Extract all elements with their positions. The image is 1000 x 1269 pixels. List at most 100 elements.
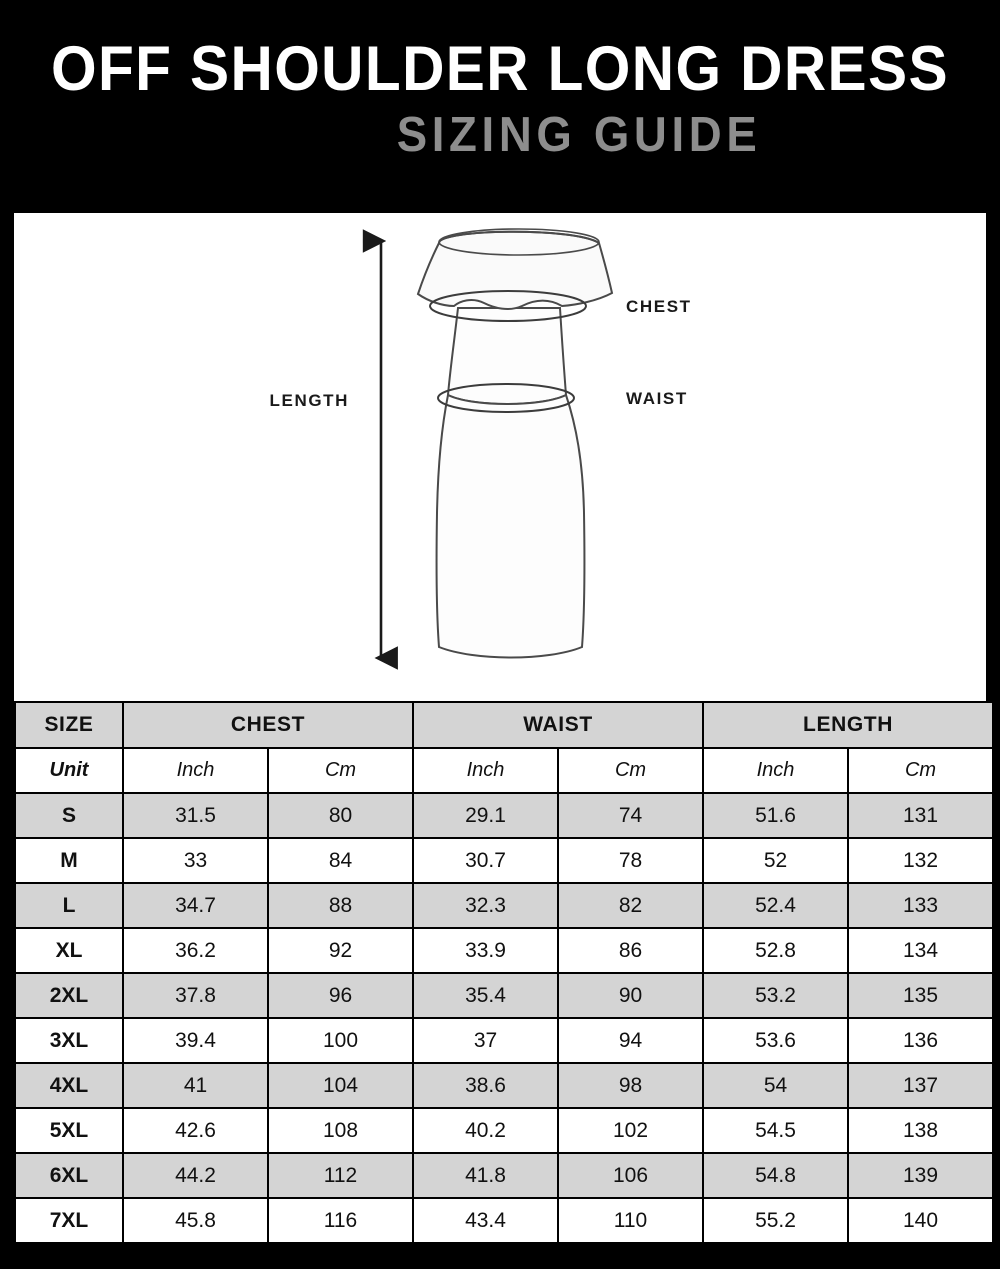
cell-waist-inch: 32.3 <box>412 882 559 929</box>
page-subtitle: SIZING GUIDE <box>396 108 762 162</box>
cell-length-cm: 136 <box>847 1017 994 1064</box>
column-header-chest: CHEST <box>122 701 414 749</box>
table-row: 3XL 39.4 100 37 94 53.6 136 <box>14 1017 994 1064</box>
size-chart-table: SIZE CHEST WAIST LENGTH Unit Inch Cm Inc… <box>14 701 994 1244</box>
cell-waist-cm: 110 <box>557 1197 704 1244</box>
cell-waist-cm: 86 <box>557 927 704 974</box>
cell-chest-inch: 31.5 <box>122 792 269 839</box>
column-header-length: LENGTH <box>702 701 994 749</box>
cell-chest-cm: 84 <box>267 837 414 884</box>
cell-waist-cm: 98 <box>557 1062 704 1109</box>
table-row: S 31.5 80 29.1 74 51.6 131 <box>14 792 994 839</box>
cell-waist-inch: 37 <box>412 1017 559 1064</box>
size-cell: S <box>14 792 124 839</box>
cell-waist-cm: 102 <box>557 1107 704 1154</box>
cell-waist-inch: 29.1 <box>412 792 559 839</box>
waist-measure-ring <box>437 383 575 413</box>
cell-waist-inch: 38.6 <box>412 1062 559 1109</box>
dress-skirt <box>446 307 568 405</box>
cell-waist-inch: 43.4 <box>412 1197 559 1244</box>
unit-length-cm: Cm <box>847 747 994 794</box>
size-cell: 5XL <box>14 1107 124 1154</box>
cell-chest-cm: 104 <box>267 1062 414 1109</box>
unit-waist-inch: Inch <box>412 747 559 794</box>
cell-chest-inch: 39.4 <box>122 1017 269 1064</box>
cell-length-cm: 139 <box>847 1152 994 1199</box>
size-cell: 3XL <box>14 1017 124 1064</box>
column-header-waist: WAIST <box>412 701 704 749</box>
cell-length-inch: 52.4 <box>702 882 849 929</box>
cell-waist-inch: 30.7 <box>412 837 559 884</box>
cell-length-cm: 140 <box>847 1197 994 1244</box>
table-row: 2XL 37.8 96 35.4 90 53.2 135 <box>14 972 994 1019</box>
table-row: L 34.7 88 32.3 82 52.4 133 <box>14 882 994 929</box>
cell-chest-cm: 108 <box>267 1107 414 1154</box>
cell-waist-inch: 40.2 <box>412 1107 559 1154</box>
page-header: OFF SHOULDER LONG DRESS SIZING GUIDE <box>0 0 1000 164</box>
size-cell: 2XL <box>14 972 124 1019</box>
cell-waist-inch: 35.4 <box>412 972 559 1019</box>
table-row: M 33 84 30.7 78 52 132 <box>14 837 994 884</box>
table-row: 4XL 41 104 38.6 98 54 137 <box>14 1062 994 1109</box>
table-body: S 31.5 80 29.1 74 51.6 131 M 33 84 30.7 78 52 132 L 34.… <box>14 792 994 1244</box>
cell-chest-inch: 37.8 <box>122 972 269 1019</box>
cell-length-cm: 137 <box>847 1062 994 1109</box>
size-cell: 6XL <box>14 1152 124 1199</box>
cell-length-inch: 51.6 <box>702 792 849 839</box>
cell-length-cm: 132 <box>847 837 994 884</box>
unit-waist-cm: Cm <box>557 747 704 794</box>
cell-chest-inch: 44.2 <box>122 1152 269 1199</box>
cell-length-inch: 52.8 <box>702 927 849 974</box>
table-row: 5XL 42.6 108 40.2 102 54.5 138 <box>14 1107 994 1154</box>
cell-length-inch: 54.5 <box>702 1107 849 1154</box>
dress-illustration-panel: LENGTH CHEST WAIST <box>14 213 986 701</box>
unit-chest-inch: Inch <box>122 747 269 794</box>
cell-waist-cm: 106 <box>557 1152 704 1199</box>
cell-waist-cm: 94 <box>557 1017 704 1064</box>
cell-chest-cm: 112 <box>267 1152 414 1199</box>
size-cell: L <box>14 882 124 929</box>
cell-chest-inch: 41 <box>122 1062 269 1109</box>
ruffle-top-ellipse <box>438 228 600 256</box>
cell-length-cm: 131 <box>847 792 994 839</box>
size-cell: 7XL <box>14 1197 124 1244</box>
cell-chest-inch: 33 <box>122 837 269 884</box>
table-row: XL 36.2 92 33.9 86 52.8 134 <box>14 927 994 974</box>
table-unit-row: Unit Inch Cm Inch Cm Inch Cm <box>14 747 994 794</box>
cell-chest-cm: 88 <box>267 882 414 929</box>
cell-chest-cm: 80 <box>267 792 414 839</box>
table-row: 6XL 44.2 112 41.8 106 54.8 139 <box>14 1152 994 1199</box>
cell-length-inch: 54 <box>702 1062 849 1109</box>
cell-chest-cm: 100 <box>267 1017 414 1064</box>
unit-length-inch: Inch <box>702 747 849 794</box>
size-table-container: SIZE CHEST WAIST LENGTH Unit Inch Cm Inc… <box>14 701 994 1244</box>
cell-chest-cm: 96 <box>267 972 414 1019</box>
size-cell: M <box>14 837 124 884</box>
cell-length-inch: 53.6 <box>702 1017 849 1064</box>
cell-chest-inch: 42.6 <box>122 1107 269 1154</box>
unit-label: Unit <box>14 747 124 794</box>
table-row: 7XL 45.8 116 43.4 110 55.2 140 <box>14 1197 994 1244</box>
cell-chest-inch: 45.8 <box>122 1197 269 1244</box>
size-cell: XL <box>14 927 124 974</box>
cell-chest-cm: 92 <box>267 927 414 974</box>
cell-waist-inch: 41.8 <box>412 1152 559 1199</box>
waist-label: WAIST <box>626 389 688 408</box>
cell-chest-cm: 116 <box>267 1197 414 1244</box>
cell-length-inch: 54.8 <box>702 1152 849 1199</box>
cell-length-inch: 53.2 <box>702 972 849 1019</box>
length-label: LENGTH <box>270 391 349 410</box>
cell-length-inch: 52 <box>702 837 849 884</box>
cell-chest-inch: 34.7 <box>122 882 269 929</box>
cell-waist-inch: 33.9 <box>412 927 559 974</box>
cell-length-cm: 138 <box>847 1107 994 1154</box>
cell-length-cm: 133 <box>847 882 994 929</box>
page-title: OFF SHOULDER LONG DRESS <box>51 34 949 104</box>
cell-length-inch: 55.2 <box>702 1197 849 1244</box>
cell-waist-cm: 90 <box>557 972 704 1019</box>
ruffle-top-rim <box>438 230 600 244</box>
cell-chest-inch: 36.2 <box>122 927 269 974</box>
chest-label: CHEST <box>626 297 692 316</box>
column-header-size: SIZE <box>14 701 124 749</box>
